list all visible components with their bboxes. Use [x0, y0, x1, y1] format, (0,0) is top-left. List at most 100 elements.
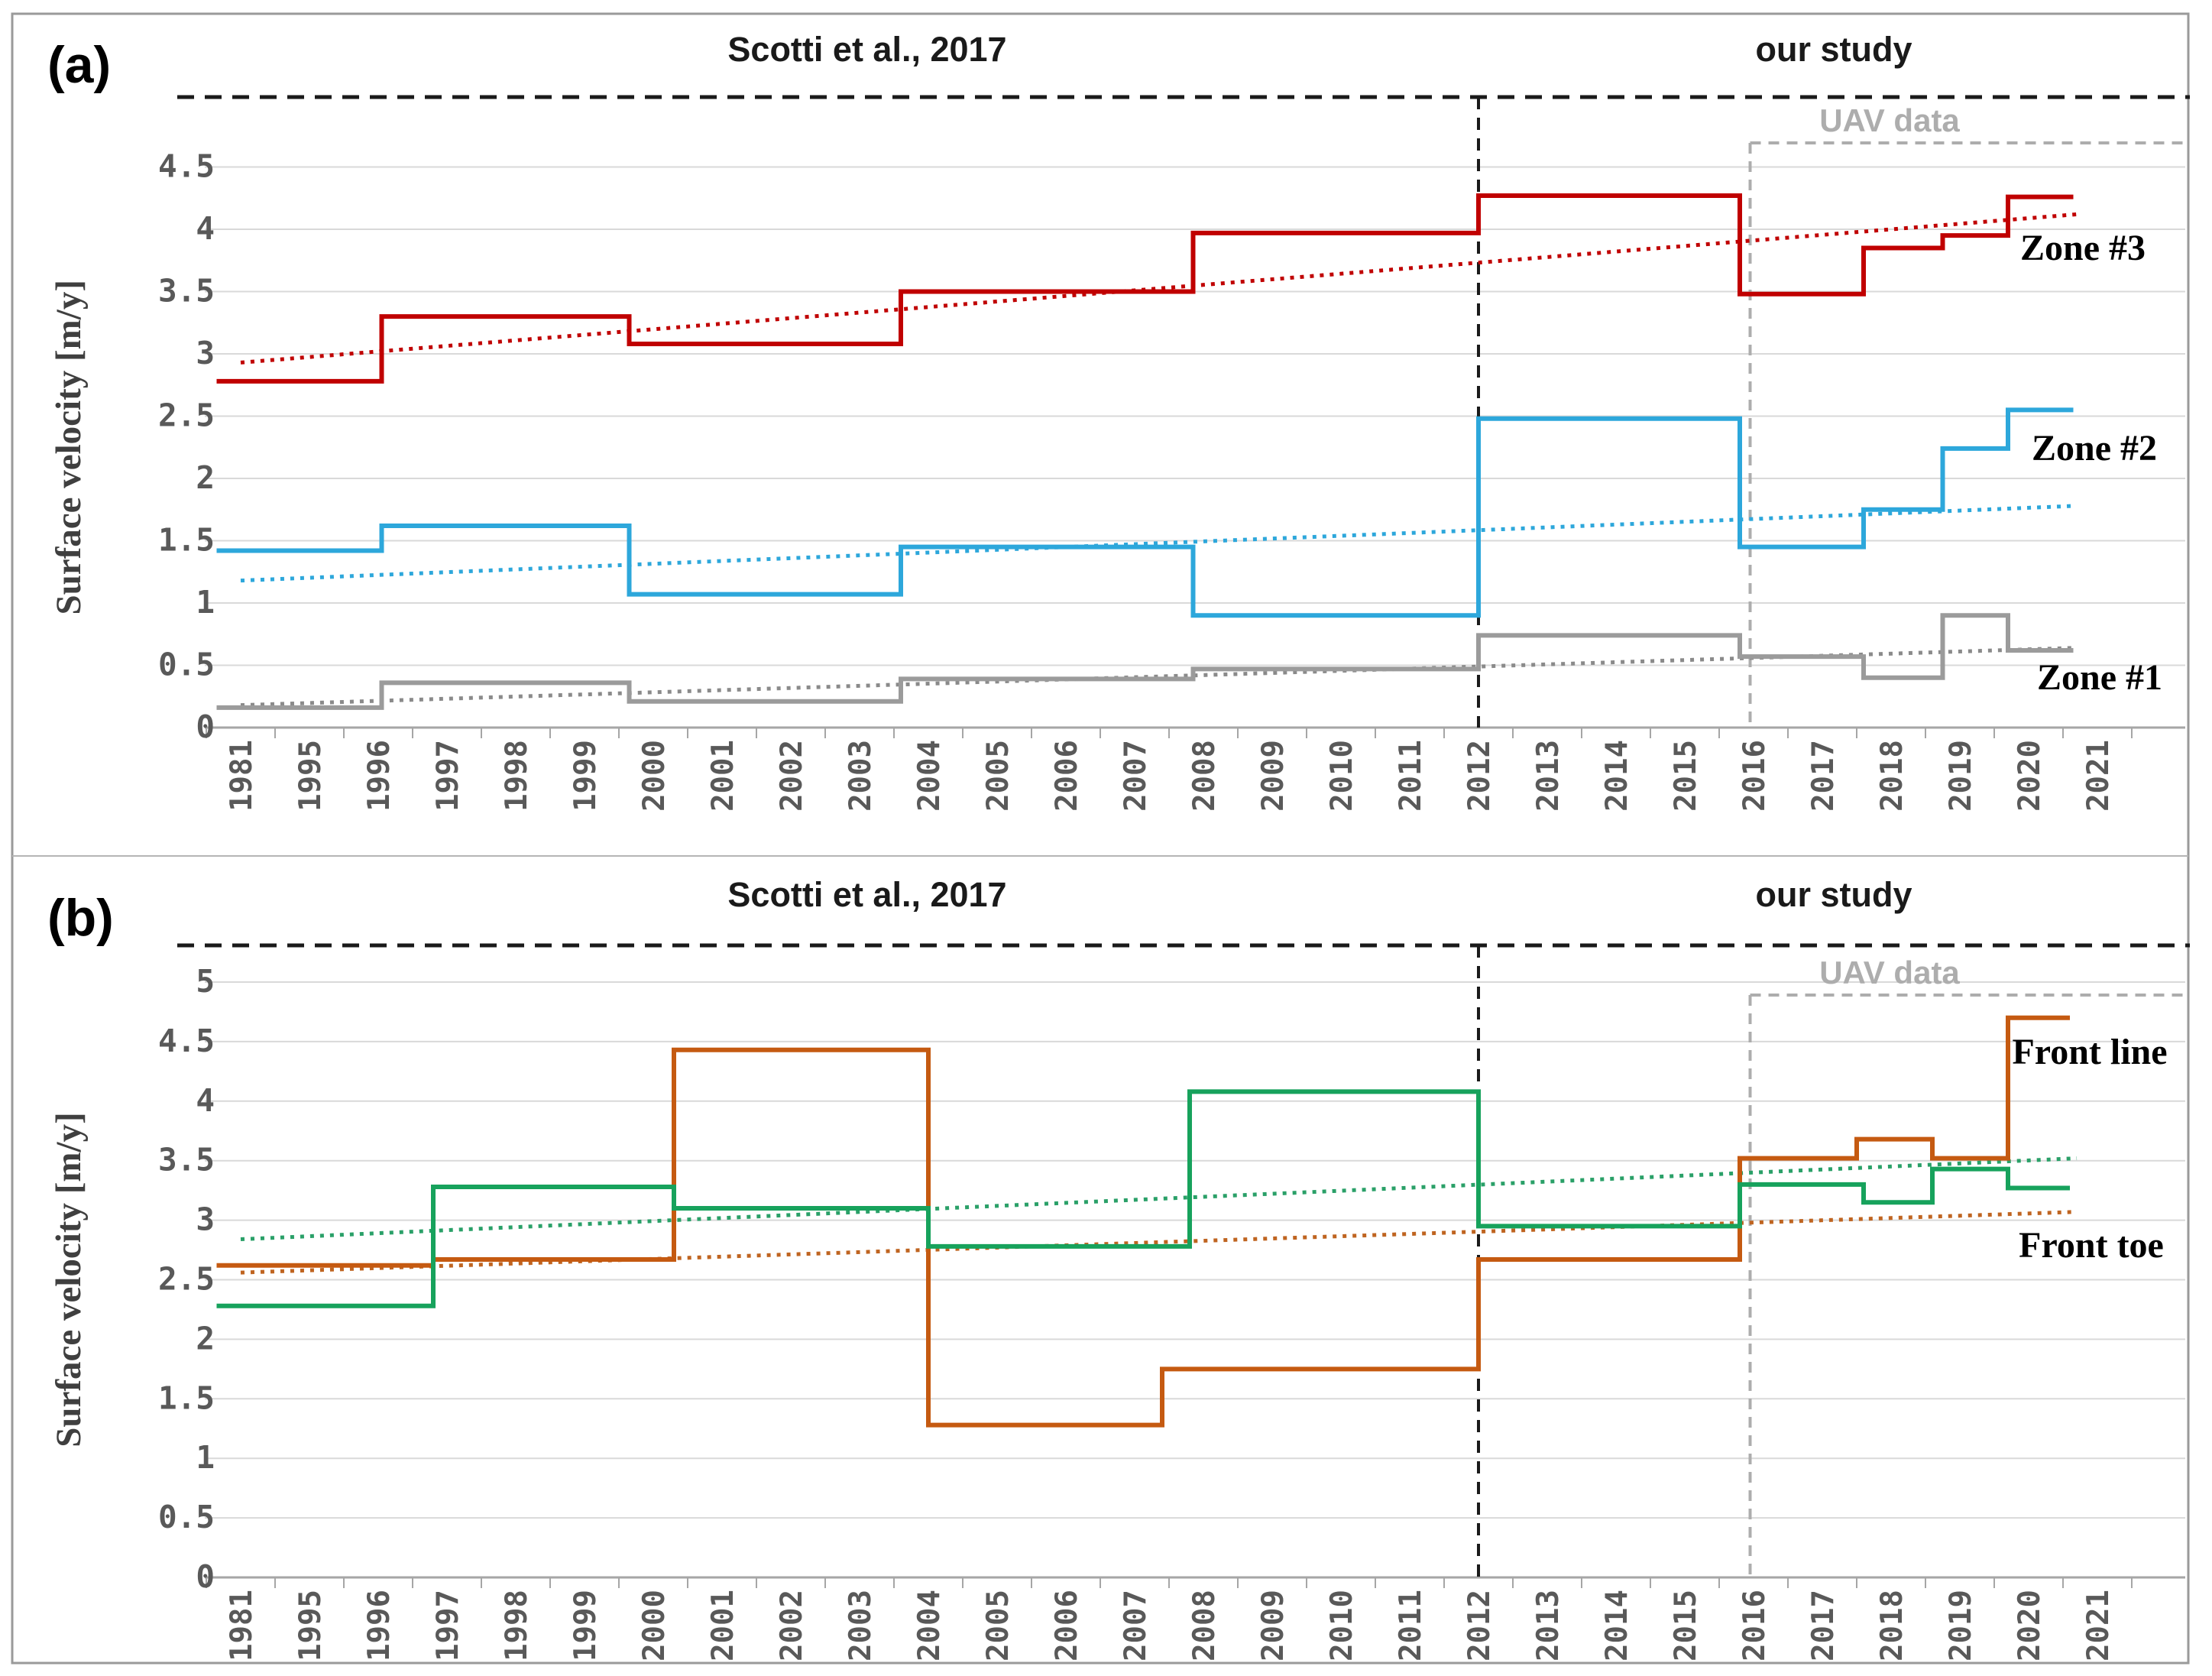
x-tick-label-1981: 1981 [225, 1590, 259, 1661]
trendline-front-toe [240, 1156, 2078, 1242]
x-tick-label-2017: 2017 [1806, 740, 1841, 812]
y-tick-label: 1.5 [158, 1379, 215, 1416]
series-label-front-line: Front line [2012, 1032, 2167, 1072]
x-tick-label-2019: 2019 [1944, 1590, 1978, 1661]
series-zone-3 [216, 193, 2074, 384]
series-zone-2 [216, 407, 2074, 618]
series-front-line [216, 1015, 2070, 1428]
panel-tag: (a) [47, 36, 111, 94]
x-tick-label-1996: 1996 [362, 740, 397, 812]
x-tick-label-2012: 2012 [1462, 740, 1497, 812]
x-tick-label-2002: 2002 [775, 740, 809, 812]
y-tick-label: 4 [196, 1082, 215, 1119]
x-tick-label-2014: 2014 [1600, 740, 1634, 812]
x-tick-label-2004: 2004 [912, 1590, 947, 1661]
series-zone-1 [216, 613, 2074, 710]
y-tick-label: 4.5 [158, 1023, 215, 1059]
x-tick-label-2012: 2012 [1462, 1590, 1497, 1661]
figure-border [11, 12, 2190, 1665]
y-tick-label: 2 [196, 459, 215, 496]
uav-label: UAV data [1819, 955, 1960, 990]
y-tick-label: 3 [196, 1201, 215, 1238]
x-tick-label-2003: 2003 [844, 740, 878, 812]
x-tick-label-1981: 1981 [225, 740, 259, 812]
x-tick-label-2007: 2007 [1119, 1590, 1153, 1661]
x-tick-label-2020: 2020 [2013, 1590, 2047, 1661]
x-tick-label-2010: 2010 [1325, 1590, 1359, 1661]
x-tick-label-1999: 1999 [568, 740, 603, 812]
era-label-left: Scotti et al., 2017 [727, 30, 1006, 69]
x-tick-label-2003: 2003 [844, 1590, 878, 1661]
y-tick-label: 2.5 [158, 1261, 215, 1298]
y-tick-label: 5 [196, 963, 215, 1000]
x-tick-label-2004: 2004 [912, 740, 947, 812]
x-tick-label-1998: 1998 [500, 740, 534, 812]
y-tick-label: 0 [196, 708, 215, 745]
x-tick-label-2006: 2006 [1050, 740, 1084, 812]
x-tick-label-2002: 2002 [775, 1590, 809, 1661]
x-tick-label-2011: 2011 [1394, 1590, 1428, 1661]
x-tick-label-2016: 2016 [1738, 740, 1772, 812]
x-tick-label-2000: 2000 [637, 740, 672, 812]
x-tick-label-2007: 2007 [1119, 740, 1153, 812]
x-tick-label-2005: 2005 [981, 740, 1015, 812]
x-tick-label-2013: 2013 [1531, 740, 1566, 812]
y-tick-label: 0 [196, 1558, 215, 1595]
y-tick-label: 1 [196, 1439, 215, 1476]
x-tick-label-1999: 1999 [568, 1590, 603, 1661]
y-tick-label: 3 [196, 335, 215, 371]
panel-tag: (b) [47, 889, 114, 947]
trendline-front-line [240, 1210, 2078, 1275]
y-tick-label: 0.5 [158, 647, 215, 683]
x-tick-label-1997: 1997 [431, 740, 465, 812]
x-tick-label-2001: 2001 [706, 1590, 740, 1661]
series-label-zone-2: Zone #2 [2032, 428, 2157, 468]
x-tick-label-2011: 2011 [1394, 740, 1428, 812]
y-tick-label: 0.5 [158, 1499, 215, 1535]
x-tick-label-2001: 2001 [706, 740, 740, 812]
x-tick-label-2008: 2008 [1187, 740, 1222, 812]
series-label-zone-3: Zone #3 [2020, 228, 2146, 268]
x-tick-label-1995: 1995 [293, 1590, 328, 1661]
era-label-left: Scotti et al., 2017 [727, 875, 1006, 914]
y-tick-label: 4 [196, 210, 215, 247]
x-tick-label-2015: 2015 [1669, 1590, 1703, 1661]
y-axis-title: Surface velocity [m/y] [49, 1112, 89, 1447]
x-tick-label-2013: 2013 [1531, 1590, 1566, 1661]
x-tick-label-2006: 2006 [1050, 1590, 1084, 1661]
y-tick-label: 1 [196, 584, 215, 621]
x-tick-label-2018: 2018 [1875, 1590, 1909, 1661]
x-tick-label-2021: 2021 [2081, 740, 2116, 812]
series-label-zone-1: Zone #1 [2037, 657, 2162, 698]
y-tick-label: 2 [196, 1320, 215, 1357]
x-tick-label-2009: 2009 [1256, 740, 1291, 812]
x-tick-label-2020: 2020 [2013, 740, 2047, 812]
era-label-right: our study [1755, 875, 1912, 914]
x-tick-label-1998: 1998 [500, 1590, 534, 1661]
x-tick-label-2010: 2010 [1325, 740, 1359, 812]
x-tick-label-2016: 2016 [1738, 1590, 1772, 1661]
x-tick-label-1995: 1995 [293, 740, 328, 812]
y-tick-label: 3.5 [158, 273, 215, 310]
x-tick-label-2019: 2019 [1944, 740, 1978, 812]
y-tick-label: 4.5 [158, 148, 215, 185]
y-tick-label: 3.5 [158, 1142, 215, 1178]
x-tick-label-2018: 2018 [1875, 740, 1909, 812]
y-axis-title: Surface velocity [m/y] [49, 280, 89, 615]
uav-label: UAV data [1819, 102, 1960, 138]
x-tick-label-2000: 2000 [637, 1590, 672, 1661]
x-tick-label-2017: 2017 [1806, 1590, 1841, 1661]
x-tick-label-1996: 1996 [362, 1590, 397, 1661]
series-front-toe [216, 1089, 2070, 1308]
y-tick-label: 1.5 [158, 522, 215, 559]
series-label-front-toe: Front toe [2019, 1225, 2164, 1266]
x-tick-label-1997: 1997 [431, 1590, 465, 1661]
x-tick-label-2021: 2021 [2081, 1590, 2116, 1661]
x-tick-label-2015: 2015 [1669, 740, 1703, 812]
era-label-right: our study [1755, 30, 1912, 69]
trendline-zone-2 [240, 504, 2078, 583]
x-tick-label-2014: 2014 [1600, 1590, 1634, 1661]
x-tick-label-2008: 2008 [1187, 1590, 1222, 1661]
